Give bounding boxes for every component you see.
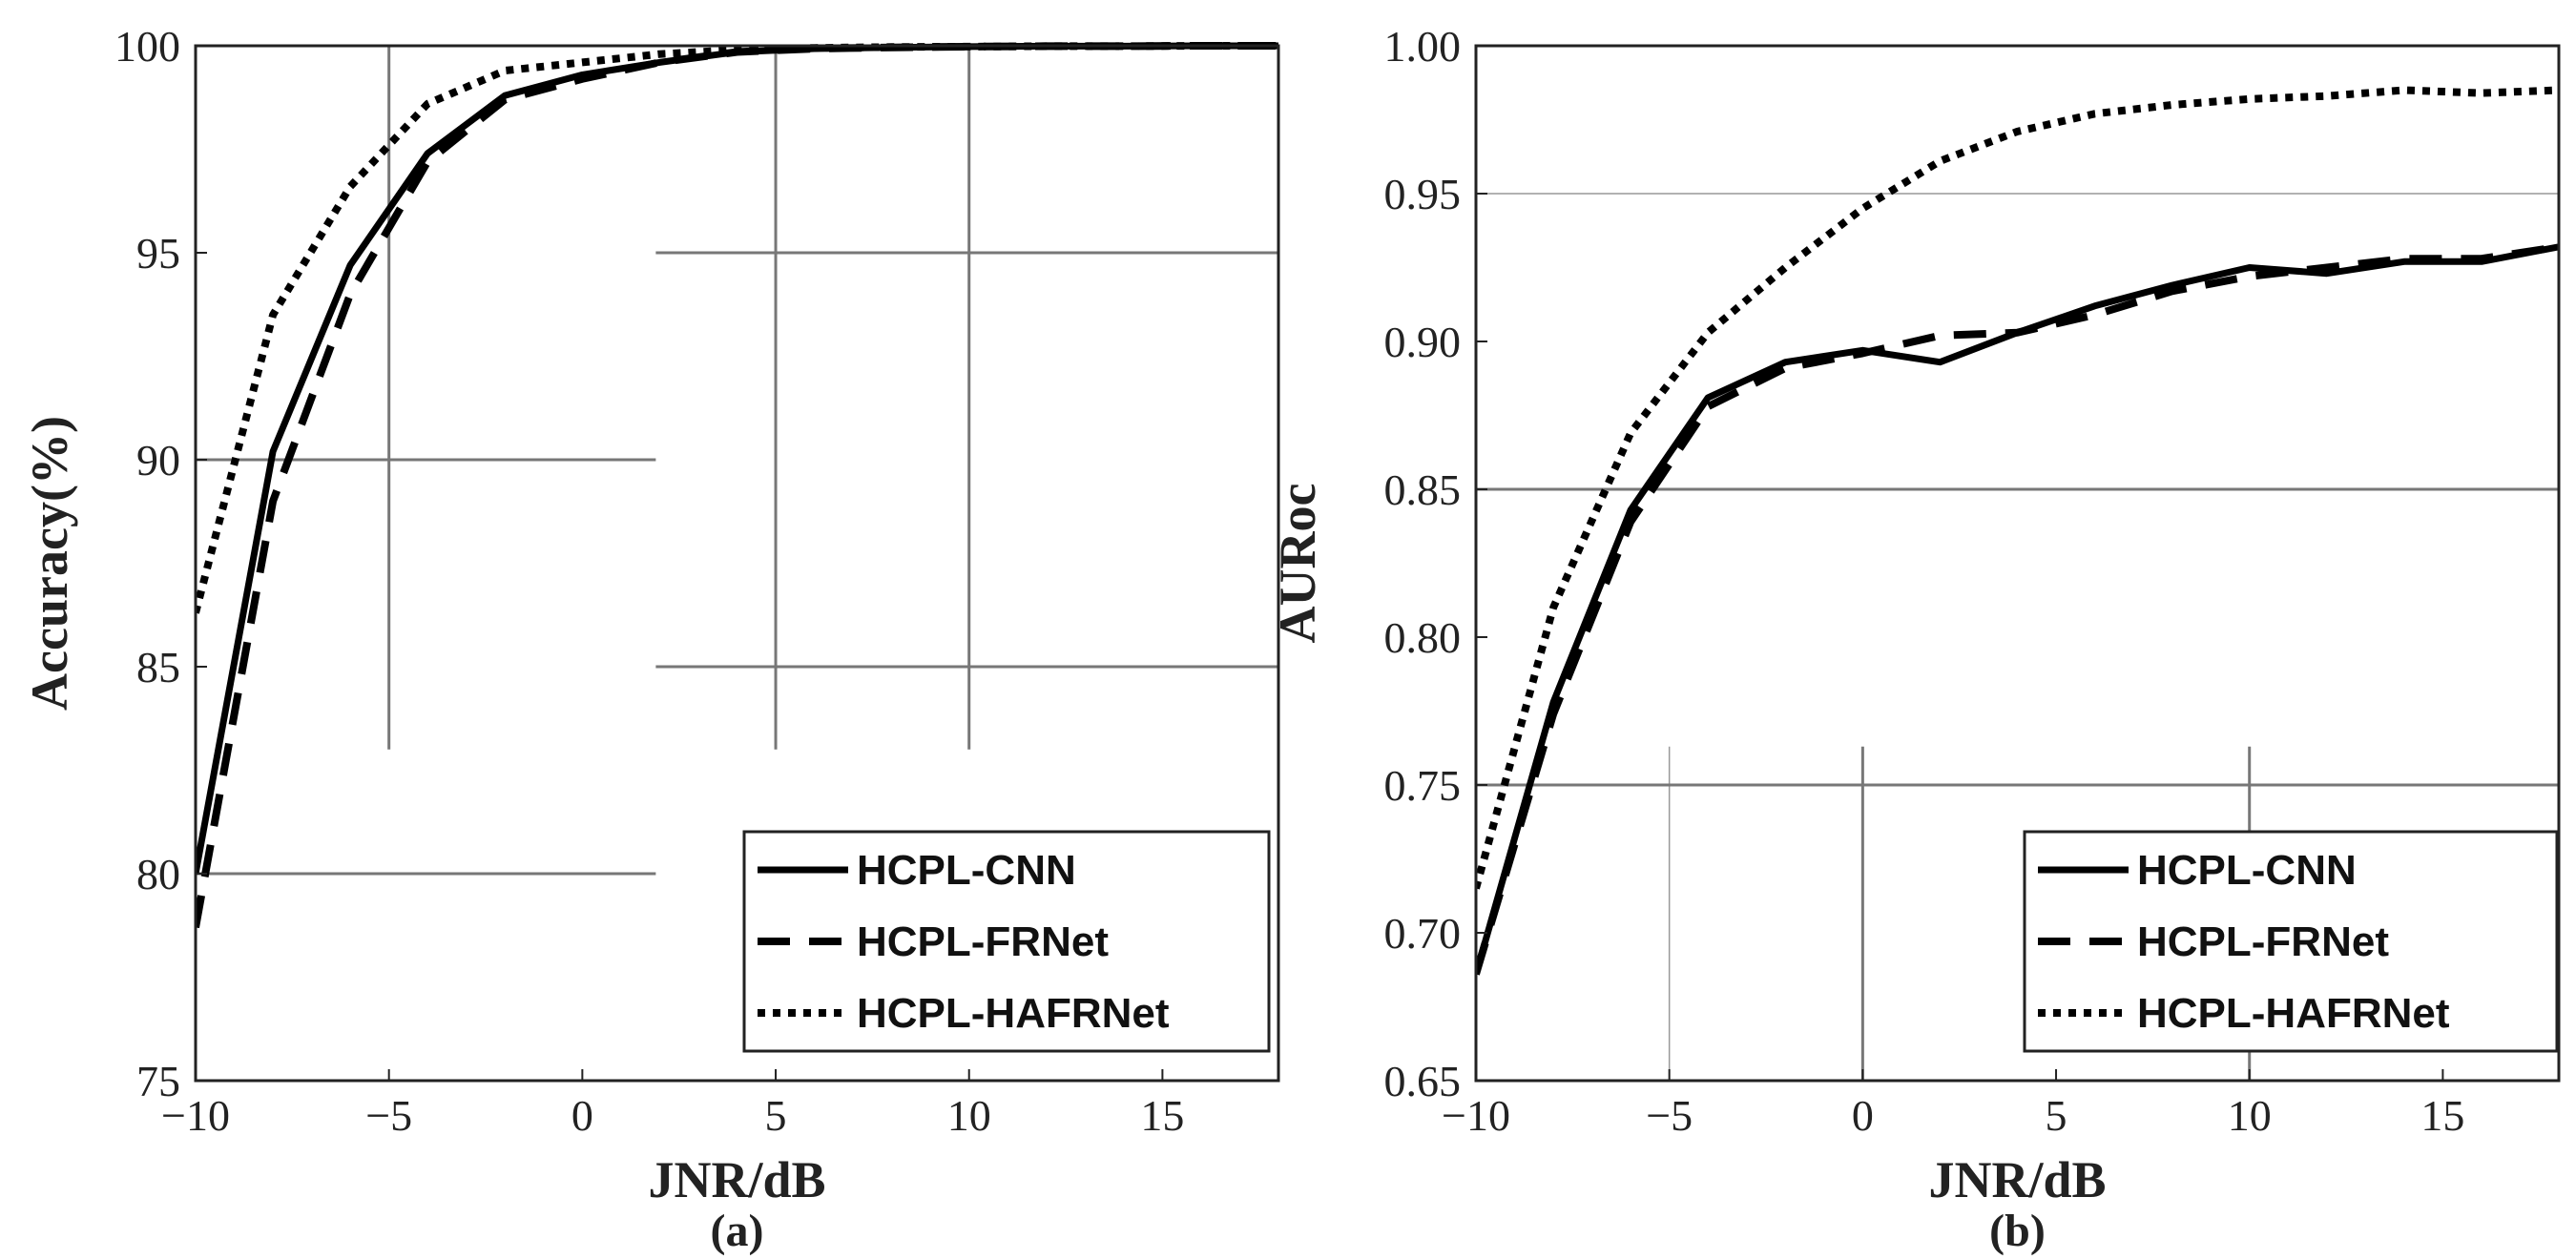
y-tick-label: 0.80 — [1384, 613, 1462, 662]
y-tick-label: 0.70 — [1384, 909, 1462, 958]
y-tick-label: 0.90 — [1384, 318, 1462, 366]
series-line-hcpl-frnet — [1476, 242, 2559, 976]
x-tick-label: −10 — [1442, 1091, 1510, 1140]
legend-label-hcpl-cnn: HCPL-CNN — [2137, 847, 2357, 894]
x-tick-label: 5 — [2046, 1091, 2067, 1140]
chart-panel-a: −10 −5 0 5 10 15 75 80 85 90 95 100 JNR/dB Accuracy(%… — [21, 22, 1280, 1256]
plot-area-frame — [1474, 44, 2561, 1083]
y-tick-label: 0.75 — [1384, 761, 1462, 810]
y-tick-label: 0.85 — [1384, 465, 1462, 514]
y-tick-label: 100 — [114, 22, 180, 71]
y-tick-label: 90 — [136, 436, 180, 485]
legend-label-hcpl-frnet: HCPL-FRNet — [2137, 918, 2389, 965]
x-axis-label: JNR/dB — [1928, 1151, 2106, 1208]
series-line-hcpl-hafrnet — [1476, 86, 2559, 890]
x-tick-label: 15 — [2420, 1091, 2464, 1140]
x-tick-label: 15 — [1140, 1091, 1184, 1140]
y-axis-label: AURoc — [1269, 484, 1326, 644]
x-tick-label: −5 — [1646, 1091, 1693, 1140]
y-axis-label: Accuracy(%) — [21, 416, 78, 711]
x-axis-label: JNR/dB — [648, 1151, 825, 1208]
x-tick-label: 10 — [947, 1091, 991, 1140]
y-tick-label: 75 — [136, 1057, 180, 1105]
x-tick-label: 0 — [571, 1091, 593, 1140]
plot-area-frame — [194, 44, 1280, 1083]
y-tick-label: 80 — [136, 850, 180, 898]
x-tick-label: 10 — [2228, 1091, 2272, 1140]
legend-label-hcpl-hafrnet: HCPL-HAFRNet — [2137, 990, 2450, 1037]
y-tick-label: 85 — [136, 643, 180, 691]
chart-panel-b: −10 −5 0 5 10 15 0.65 0.70 0.75 0.80 0.85 0.90 0.95 1… — [1269, 22, 2561, 1256]
legend: HCPL-CNN HCPL-FRNet HCPL-HAFRNet — [742, 830, 1271, 1053]
legend: HCPL-CNN HCPL-FRNet HCPL-HAFRNet — [2023, 830, 2559, 1053]
legend-label-hcpl-cnn: HCPL-CNN — [857, 847, 1076, 894]
x-tick-label: −10 — [161, 1091, 230, 1140]
panel-label: (b) — [1989, 1206, 2046, 1256]
x-tick-label: −5 — [365, 1091, 412, 1140]
panel-label: (a) — [711, 1206, 764, 1256]
y-tick-label: 0.65 — [1384, 1057, 1462, 1105]
series-line-hcpl-frnet — [196, 42, 1278, 929]
y-tick-label: 0.95 — [1384, 170, 1462, 218]
x-tick-label: 5 — [765, 1091, 787, 1140]
legend-label-hcpl-frnet: HCPL-FRNet — [857, 918, 1109, 965]
y-tick-label: 95 — [136, 229, 180, 278]
series-line-hcpl-hafrnet — [196, 42, 1278, 614]
y-tick-label: 1.00 — [1384, 22, 1462, 71]
legend-label-hcpl-hafrnet: HCPL-HAFRNet — [857, 990, 1170, 1037]
x-tick-label: 0 — [1852, 1091, 1874, 1140]
